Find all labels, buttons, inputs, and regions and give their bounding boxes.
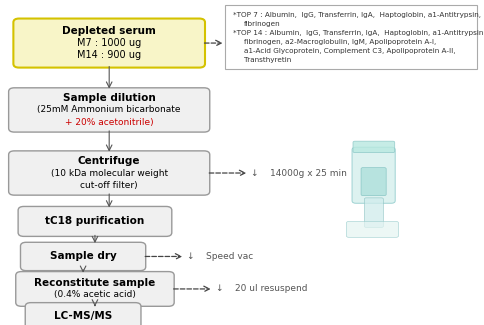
- Text: M7 : 1000 ug: M7 : 1000 ug: [77, 38, 141, 48]
- FancyBboxPatch shape: [9, 151, 210, 195]
- Text: ↓    20 ul resuspend: ↓ 20 ul resuspend: [216, 284, 307, 293]
- FancyBboxPatch shape: [25, 303, 141, 325]
- Text: Sample dry: Sample dry: [50, 252, 117, 261]
- FancyBboxPatch shape: [347, 221, 398, 237]
- Text: + 20% acetonitrile): + 20% acetonitrile): [65, 118, 153, 126]
- Text: (10 kDa molecular weight: (10 kDa molecular weight: [51, 168, 168, 177]
- Text: Transthyretin: Transthyretin: [244, 57, 291, 63]
- Text: *TOP 14 : Albumin,  IgG, Transferrin, IgA,  Haptoglobin, a1-Antitrypsin,: *TOP 14 : Albumin, IgG, Transferrin, IgA…: [233, 30, 484, 36]
- FancyBboxPatch shape: [14, 19, 205, 68]
- FancyBboxPatch shape: [18, 206, 172, 236]
- Text: (25mM Ammonium bicarbonate: (25mM Ammonium bicarbonate: [37, 105, 181, 114]
- FancyBboxPatch shape: [16, 272, 174, 306]
- Text: *TOP 7 : Albumin,  IgG, Transferrin, IgA,  Haptoglobin, a1-Antitrypsin,: *TOP 7 : Albumin, IgG, Transferrin, IgA,…: [233, 12, 482, 18]
- Text: Sample dilution: Sample dilution: [63, 93, 155, 103]
- Text: M14 : 900 ug: M14 : 900 ug: [77, 50, 141, 60]
- Text: a1-Acid Glycoprotein, Complement C3, Apolipoprotein A-II,: a1-Acid Glycoprotein, Complement C3, Apo…: [244, 48, 455, 54]
- Text: fibrinogen, a2-Macroglobulin, IgM, Apolipoprotein A-I,: fibrinogen, a2-Macroglobulin, IgM, Apoli…: [244, 39, 436, 45]
- Text: ↓    14000g x 25 min: ↓ 14000g x 25 min: [251, 168, 347, 177]
- FancyBboxPatch shape: [352, 147, 395, 203]
- FancyBboxPatch shape: [20, 242, 146, 271]
- Text: tC18 purification: tC18 purification: [45, 216, 145, 227]
- Text: Reconstitute sample: Reconstitute sample: [34, 278, 155, 288]
- Text: Centrifuge: Centrifuge: [78, 156, 140, 166]
- Text: Depleted serum: Depleted serum: [62, 26, 156, 36]
- Text: cut-off filter): cut-off filter): [80, 181, 138, 189]
- FancyBboxPatch shape: [9, 88, 210, 132]
- FancyBboxPatch shape: [364, 198, 383, 227]
- FancyBboxPatch shape: [353, 141, 395, 153]
- Text: (0.4% acetic acid): (0.4% acetic acid): [54, 291, 136, 300]
- Text: LC-MS/MS: LC-MS/MS: [54, 311, 112, 321]
- Text: fibrinogen: fibrinogen: [244, 21, 281, 27]
- FancyBboxPatch shape: [361, 168, 386, 196]
- Text: ↓    Speed vac: ↓ Speed vac: [187, 252, 254, 261]
- FancyBboxPatch shape: [226, 5, 477, 69]
